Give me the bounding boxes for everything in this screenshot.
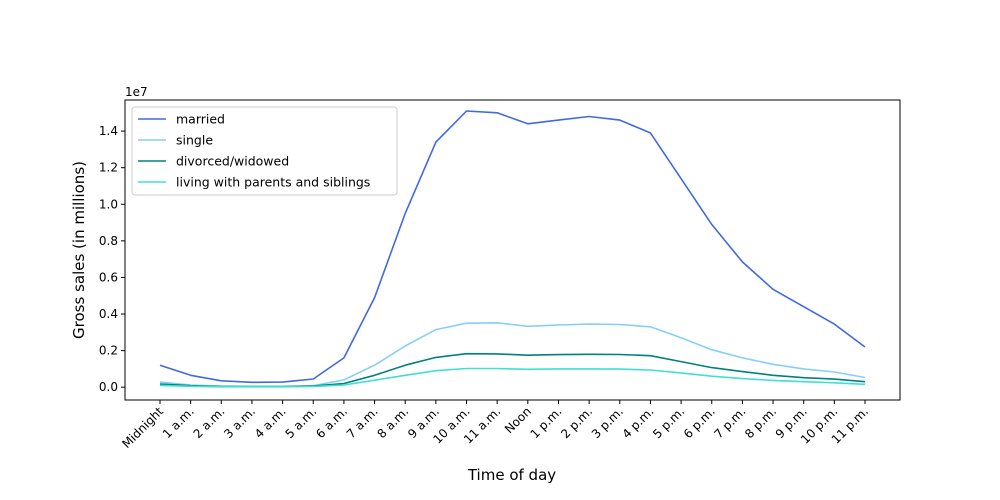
y-axis-label: Gross sales (in millions) <box>70 161 88 339</box>
y-tick-label: 0.0 <box>99 380 118 394</box>
y-tick-label: 1.2 <box>99 161 118 175</box>
y-axis-multiplier-label: 1e7 <box>125 85 148 99</box>
legend-box <box>131 106 398 196</box>
y-tick-label: 0.2 <box>99 344 118 358</box>
legend-label: divorced/widowed <box>176 154 289 169</box>
x-axis-label: Time of day <box>467 466 556 484</box>
legend-label: married <box>176 112 225 127</box>
legend-label: single <box>176 133 213 148</box>
y-tick-label: 1.4 <box>99 124 118 138</box>
plot-area-frame <box>124 99 901 401</box>
y-tick-label: 0.8 <box>99 234 118 248</box>
y-tick-label: 1.0 <box>99 197 118 211</box>
series-line-4 <box>159 367 866 388</box>
legend: married single divorced/widowed living with… <box>131 106 398 196</box>
legend-label: living with parents and siblings <box>176 175 370 190</box>
y-axis: 0.0 0.2 0.4 0.6 0.8 1.0 1.2 1.4 <box>99 124 125 394</box>
y-tick-label: 0.4 <box>99 307 118 321</box>
series-lines <box>159 110 866 388</box>
y-tick-label: 0.6 <box>99 270 118 284</box>
series-line-1 <box>159 110 866 384</box>
